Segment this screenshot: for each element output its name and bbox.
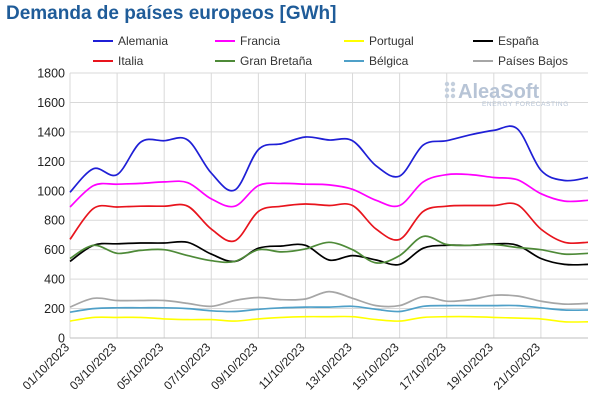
logo-tagline: ENERGY FORECASTING (482, 101, 569, 108)
x-tick-label: 09/10/2023 (208, 340, 261, 393)
legend-label: Gran Bretaña (240, 54, 312, 68)
x-tick-label: 15/10/2023 (349, 340, 402, 393)
series-line-alemania (69, 125, 589, 193)
legend-item-espana: España (473, 34, 539, 48)
y-tick-label: 400 (44, 273, 65, 287)
legend-item-italia: Italia (93, 54, 144, 68)
x-axis-ticks: 01/10/202303/10/202305/10/202307/10/2023… (20, 340, 544, 393)
legend-item-portugal: Portugal (344, 34, 414, 48)
x-tick-label: 11/10/2023 (256, 340, 308, 392)
series-line-gran-bretana (69, 235, 589, 264)
y-tick-label: 200 (44, 302, 65, 316)
legend-item-gran-bretana: Gran Bretaña (215, 54, 312, 68)
legend-label: Italia (118, 54, 144, 68)
legend-label: Bélgica (369, 54, 409, 68)
legend-item-francia: Francia (215, 34, 280, 48)
series-line-belgica (69, 304, 589, 314)
y-axis-ticks: 0 200 400 600 800 1000 1200 1400 1600 1800 (37, 67, 65, 346)
x-tick-label: 17/10/2023 (396, 340, 449, 393)
logo-brand: AleaSoft (458, 81, 539, 103)
legend: Alemania Francia Portugal España Italia Gran … (93, 34, 568, 68)
chart-title: Demanda de países europeos [GWh] (6, 3, 337, 24)
series-line-francia (69, 173, 589, 208)
y-tick-label: 1600 (37, 96, 65, 110)
series-line-paises-bajos (69, 290, 589, 308)
x-tick-label: 05/10/2023 (114, 340, 167, 393)
x-tick-label: 19/10/2023 (444, 340, 497, 393)
legend-label: Países Bajos (498, 54, 568, 68)
legend-item-belgica: Bélgica (344, 54, 409, 68)
y-tick-label: 1800 (37, 67, 65, 81)
legend-label: España (498, 34, 539, 48)
y-tick-label: 1200 (37, 155, 65, 169)
x-tick-label: 21/10/2023 (491, 340, 544, 393)
y-tick-label: 800 (44, 214, 65, 228)
legend-item-paises-bajos: Países Bajos (473, 54, 568, 68)
series-line-italia (69, 202, 589, 245)
series-line-portugal (69, 315, 589, 323)
logo-dots-icon (444, 81, 456, 99)
aleasoft-logo: AleaSoft ENERGY FORECASTING (444, 81, 569, 108)
series-line-espana (69, 240, 589, 266)
legend-label: Portugal (369, 34, 414, 48)
legend-label: Alemania (118, 34, 168, 48)
x-tick-label: 01/10/2023 (20, 340, 73, 393)
x-tick-label: 13/10/2023 (302, 340, 355, 393)
x-tick-label: 07/10/2023 (161, 340, 214, 393)
y-tick-label: 600 (44, 243, 65, 257)
legend-item-alemania: Alemania (93, 34, 168, 48)
legend-label: Francia (240, 34, 280, 48)
y-tick-label: 1400 (37, 125, 65, 139)
y-tick-label: 1000 (37, 184, 65, 198)
series-lines (69, 125, 589, 323)
grid (69, 72, 588, 339)
x-tick-label: 03/10/2023 (67, 340, 120, 393)
y-tick-label: 0 (58, 332, 65, 346)
